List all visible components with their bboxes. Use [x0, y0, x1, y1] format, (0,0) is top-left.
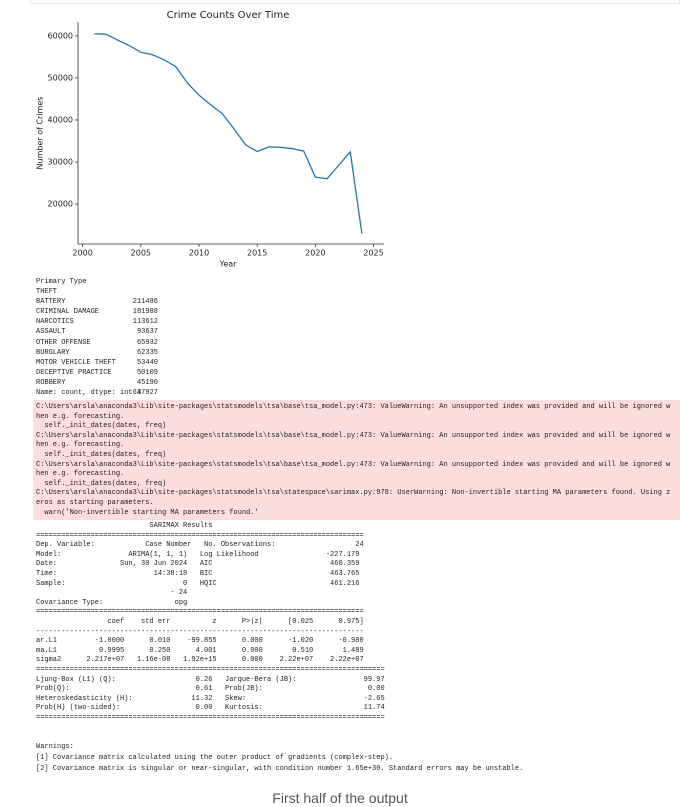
- table-footer: Name: count, dtype: int64: [36, 389, 142, 398]
- summary-line: Time: 14:38:18 BIC 463.765: [36, 569, 360, 578]
- summary-line: Model: ARIMA(1, 1, 1) Log Likelihood -22…: [36, 550, 360, 559]
- sarimax-summary: SARIMAX Results =========================…: [36, 522, 385, 723]
- crime-type: OTHER OFFENSE: [36, 338, 91, 347]
- crime-type: DECEPTIVE PRACTICE: [36, 368, 112, 377]
- y-tick-label: 60000: [48, 31, 73, 40]
- summary-line: ----------------------------------------…: [36, 627, 364, 636]
- stderr-line: C:\Users\arsla\anaconda3\Lib\site-packag…: [36, 431, 671, 440]
- x-tick-label: 2005: [131, 249, 151, 258]
- stderr-line: hen e.g. forecasting.: [36, 470, 125, 479]
- y-tick-label: 30000: [48, 158, 73, 167]
- warnings-output: Warnings: [1] Covariance matrix calculate…: [36, 743, 523, 776]
- table-row: MOTOR VEHICLE THEFT 50109: [36, 358, 158, 377]
- summary-line: - 24: [36, 589, 188, 598]
- chart-title: Crime Counts Over Time: [167, 10, 290, 21]
- summary-line: ========================================…: [36, 665, 385, 674]
- crime-count: 181988: [132, 308, 158, 317]
- stderr-line: C:\Users\arsla\anaconda3\Lib\site-packag…: [36, 489, 671, 498]
- crime-count: 50109: [136, 368, 158, 377]
- crime-count: 62335: [136, 348, 158, 357]
- stderr-line: C:\Users\arsla\anaconda3\Lib\site-packag…: [36, 460, 671, 469]
- summary-line: Heteroskedasticity (H): 11.32 Skew: -2.6…: [36, 694, 385, 703]
- x-tick-label: 2010: [189, 249, 209, 258]
- crime-type: ASSAULT: [36, 328, 66, 337]
- table-row: THEFT 211486: [36, 287, 158, 306]
- warning-item: [2] Covariance matrix is singular or nea…: [36, 765, 524, 773]
- stderr-line: C:\Users\arsla\anaconda3\Lib\site-packag…: [36, 403, 671, 411]
- crime-type: BURGLARY: [36, 348, 70, 357]
- y-axis-label: Number of Crimes: [36, 97, 45, 170]
- summary-line: Sample: 0 HQIC 461.216: [36, 579, 360, 588]
- summary-line: coef std err z P>|z| [0.025 0.975]: [36, 617, 364, 626]
- stderr-output: C:\Users\arsla\anaconda3\Lib\site-packag…: [33, 400, 680, 521]
- crime-count: 37927: [136, 389, 158, 398]
- x-axis-label: Year: [219, 260, 238, 269]
- table-row: BATTERY 181988: [36, 297, 158, 316]
- summary-line: Dep. Variable: Case Number No. Observati…: [36, 541, 364, 550]
- stderr-line: self._init_dates(dates, freq): [36, 479, 167, 488]
- stderr-line: eros as starting parameters.: [36, 498, 154, 507]
- x-tick-label: 2000: [72, 249, 92, 258]
- table-row: BURGLARY 53440: [36, 348, 158, 367]
- table-row: DECEPTIVE PRACTICE 45190: [36, 368, 158, 387]
- stderr-line: self._init_dates(dates, freq): [36, 422, 167, 431]
- crime-count: 65932: [136, 338, 158, 347]
- crime-count: 53440: [136, 358, 158, 367]
- crime-count: 211486: [132, 298, 158, 307]
- x-tick-label: 2025: [363, 249, 383, 258]
- warning-item: [1] Covariance matrix calculated using t…: [36, 754, 394, 762]
- x-tick-label: 2015: [247, 249, 267, 258]
- summary-line: ========================================…: [36, 531, 364, 540]
- y-tick-label: 40000: [48, 115, 73, 124]
- stderr-line: hen e.g. forecasting.: [36, 412, 125, 421]
- crime-type: CRIMINAL DAMAGE: [36, 308, 100, 317]
- table-row: CRIMINAL DAMAGE 113612: [36, 307, 158, 326]
- crime-type: MOTOR VEHICLE THEFT: [36, 358, 116, 367]
- caption: First half of the output: [272, 790, 408, 806]
- summary-line: Prob(H) (two-sided): 0.00 Kurtosis: 11.7…: [36, 704, 385, 713]
- y-tick-label: 50000: [48, 73, 73, 82]
- crime-count: 45190: [136, 378, 158, 387]
- summary-line: sigma2 2.217e+07 1.16e-08 1.92e+15 0.000…: [36, 656, 364, 665]
- stderr-line: warn('Non-invertible starting MA paramet…: [36, 508, 259, 517]
- warnings-title: Warnings:: [36, 743, 74, 751]
- table-header: Primary Type: [36, 278, 87, 286]
- crime-type: ROBBERY: [36, 378, 66, 387]
- crime-type: BATTERY: [36, 298, 66, 307]
- crime-count: 93637: [136, 328, 158, 337]
- table-row: NARCOTICS 93637: [36, 317, 158, 336]
- stderr-line: self._init_dates(dates, freq): [36, 450, 167, 459]
- y-tick-label: 20000: [48, 200, 73, 209]
- summary-line: Covariance Type: opg: [36, 598, 188, 607]
- table-row: ASSAULT 65932: [36, 327, 158, 346]
- x-tick-label: 2020: [305, 249, 325, 258]
- line-series: [94, 33, 363, 234]
- summary-line: Ljung-Box (L1) (Q): 0.26 Jarque-Bera (JB…: [36, 675, 385, 684]
- chart: Crime Counts Over Time Year Number of Cr…: [36, 10, 384, 269]
- crime-type: THEFT: [36, 288, 58, 297]
- table-row: ROBBERY 37927: [36, 378, 158, 397]
- crime-count: 113612: [132, 318, 158, 327]
- summary-line: ar.L1 -1.0000 0.010 -99.855 0.000 -1.020…: [36, 637, 364, 646]
- summary-line: Date: Sun, 30 Jun 2024 AIC 460.359: [36, 560, 360, 569]
- summary-line: Prob(Q): 0.61 Prob(JB): 0.00: [36, 685, 385, 694]
- stderr-line: hen e.g. forecasting.: [36, 441, 125, 450]
- summary-line: SARIMAX Results: [36, 522, 213, 530]
- summary-line: ========================================…: [36, 608, 364, 617]
- summary-line: ma.L1 0.9995 0.250 4.001 0.000 0.510 1.4…: [36, 646, 364, 655]
- primary-type-output: Primary Type THEFT 211486 BATTERY 181988 CRIM…: [36, 277, 158, 398]
- crime-type: NARCOTICS: [36, 318, 74, 327]
- summary-line: ========================================…: [36, 713, 385, 722]
- table-row: OTHER OFFENSE 62335: [36, 338, 158, 357]
